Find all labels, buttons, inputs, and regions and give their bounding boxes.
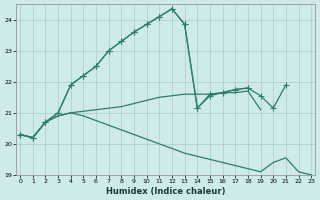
X-axis label: Humidex (Indice chaleur): Humidex (Indice chaleur) xyxy=(106,187,225,196)
